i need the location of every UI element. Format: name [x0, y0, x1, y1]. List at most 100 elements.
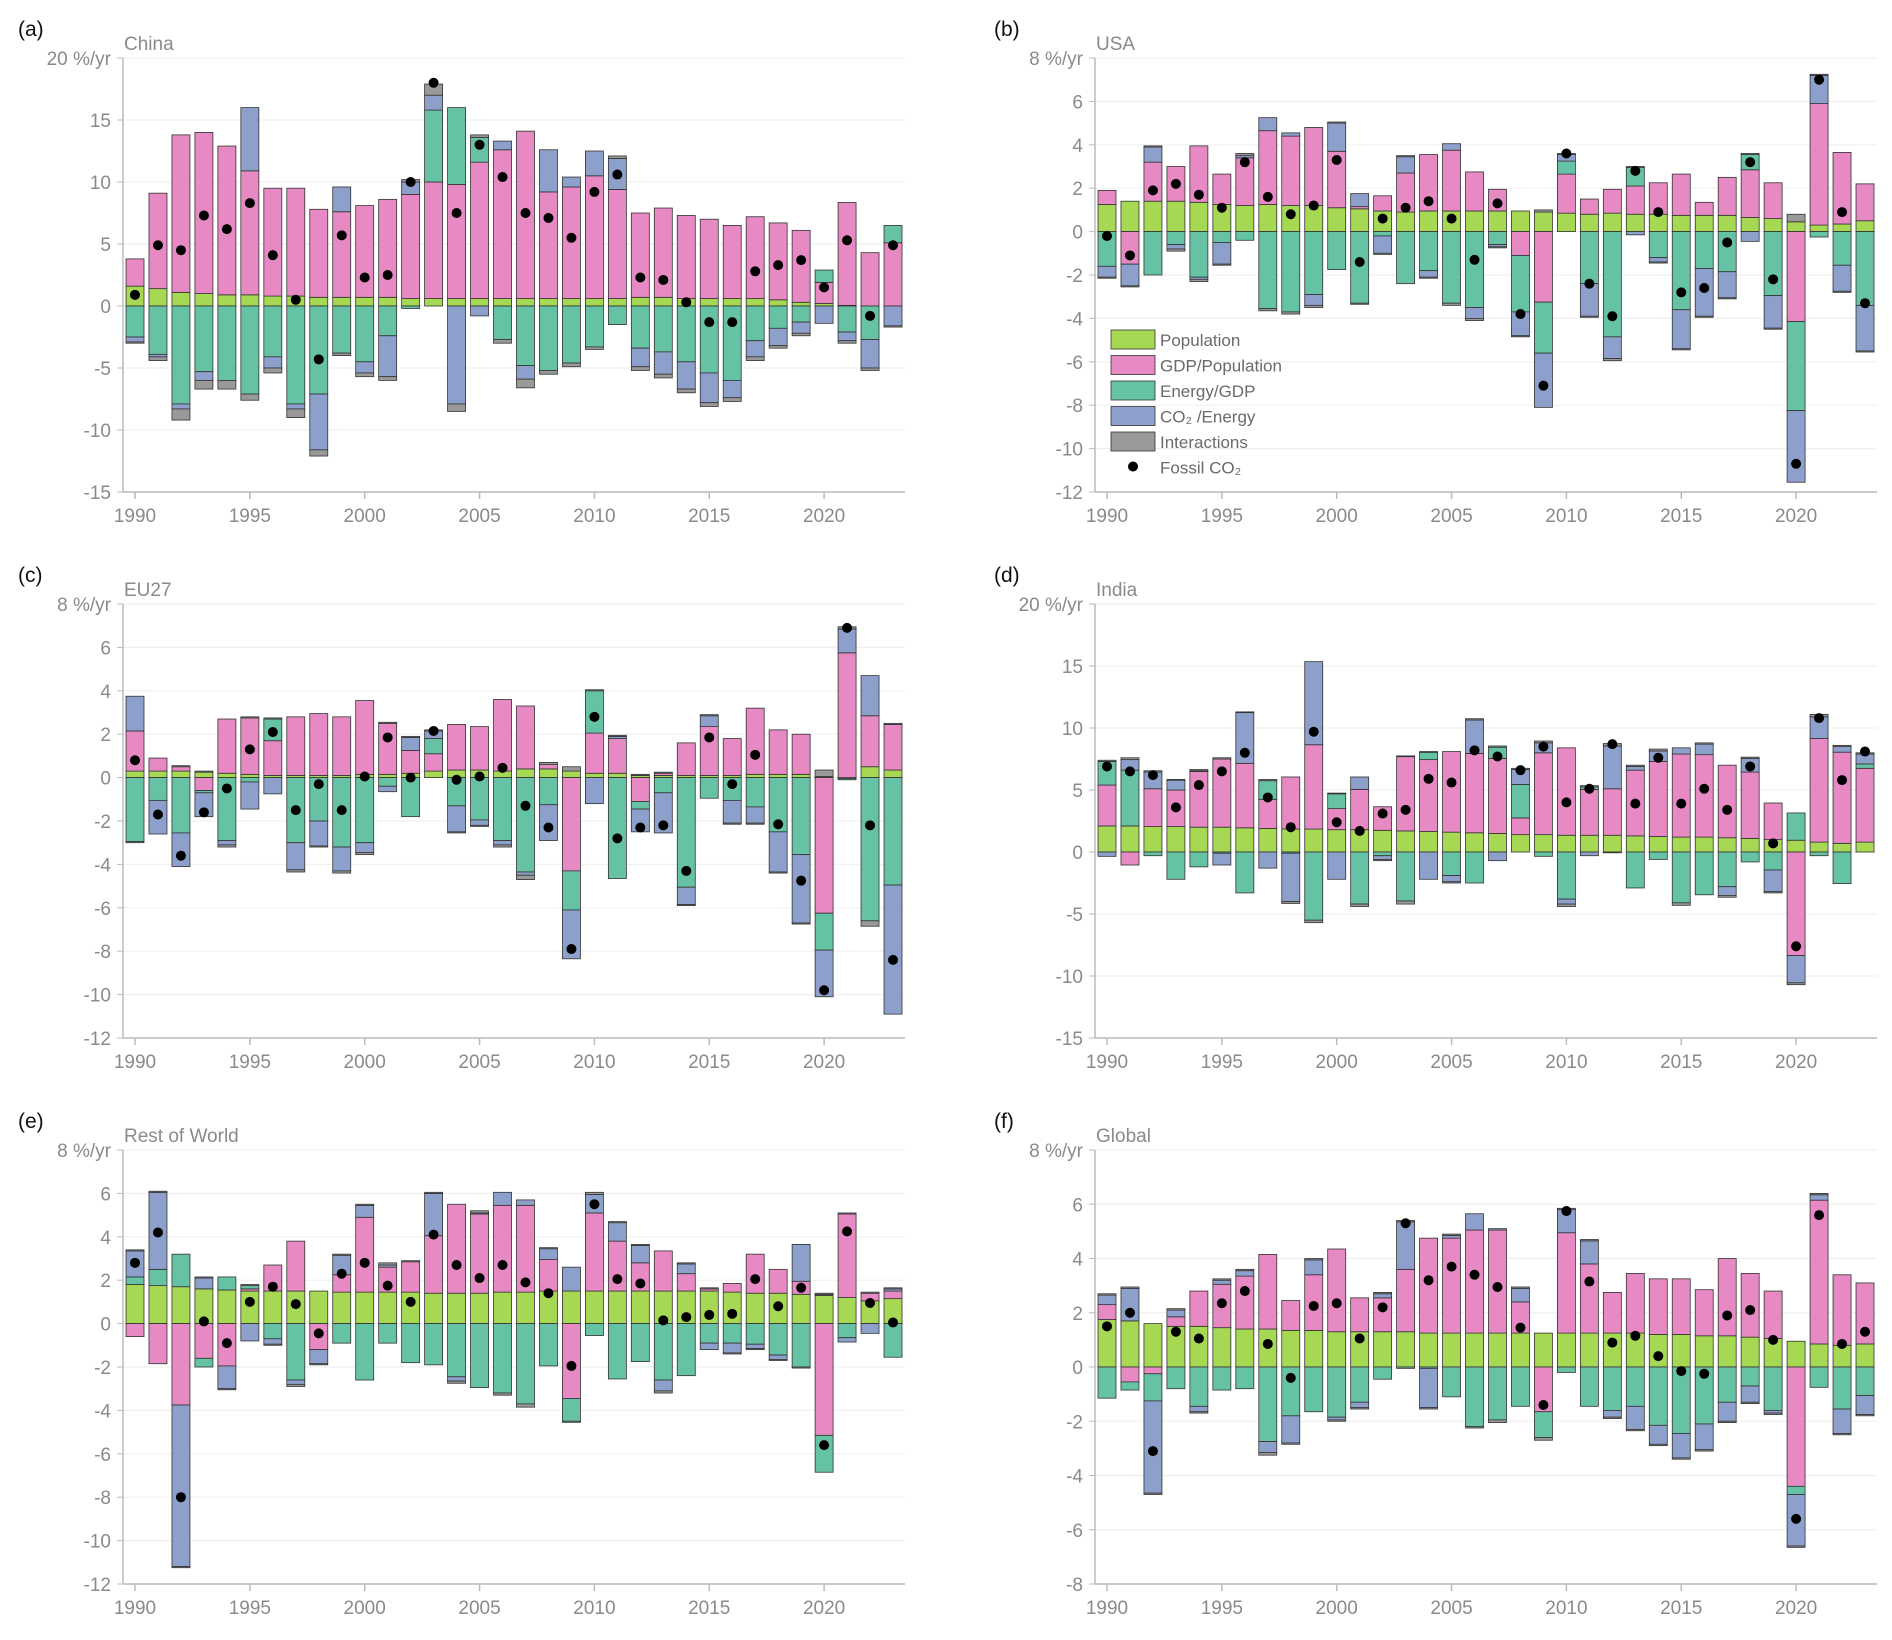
fossil-co2-dot-2013: [658, 820, 669, 831]
bar-inter-2016: [722, 822, 742, 825]
fossil-co2-dot-2017: [750, 1274, 761, 1285]
bar-co2-2020: [814, 305, 834, 324]
bar-pop-2007: [1488, 1332, 1507, 1368]
bar-energy-2000: [1327, 793, 1347, 809]
fossil-co2-dot-2022: [1837, 775, 1848, 786]
fossil-co2-dot-2020: [819, 282, 830, 293]
bar-inter-2011: [1579, 1239, 1599, 1242]
bar-energy-2000: [355, 1323, 375, 1381]
bar-energy-2009: [562, 1398, 581, 1422]
bar-co2-2017: [745, 1343, 765, 1349]
bar-gdp-2001: [378, 722, 398, 775]
bar-gdp-1992: [1143, 1366, 1163, 1375]
x-tick-label: 1990: [1086, 1598, 1128, 1619]
bar-inter-2017: [745, 822, 765, 825]
bar-inter-2006: [1465, 718, 1484, 721]
bar-inter-1996: [1235, 1268, 1255, 1272]
bar-energy-1990: [1097, 1366, 1117, 1399]
bar-pop-2017: [1717, 214, 1737, 232]
bar-energy-2021: [837, 1323, 857, 1339]
bar-gdp-1992: [171, 134, 191, 293]
y-tick-label: 2: [100, 1271, 111, 1292]
bar-inter-2020: [1786, 213, 1806, 223]
bar-inter-2022: [860, 920, 880, 927]
y-tick-label: -8: [1066, 1575, 1083, 1596]
bar-inter-2009: [1534, 209, 1553, 213]
bar-pop-2013: [1625, 213, 1645, 233]
bar-inter-2018: [1740, 756, 1760, 759]
fossil-co2-dot-2003: [428, 725, 439, 736]
bar-co2-2000: [1327, 122, 1347, 152]
bar-pop-2010: [1557, 212, 1576, 232]
bar-inter-2000: [355, 852, 375, 856]
fossil-co2-dot-2002: [1377, 808, 1388, 819]
bar-pop-2004: [1419, 831, 1438, 853]
bar-gdp-2016: [1694, 1289, 1714, 1337]
bar-co2-2010: [585, 150, 604, 177]
bar-gdp-1994: [217, 718, 237, 774]
bar-co2-2008: [539, 1248, 558, 1260]
bar-co2-1997: [286, 842, 306, 871]
bar-inter-2005: [1442, 1233, 1461, 1236]
bar-energy-2012: [630, 1323, 650, 1362]
bar-co2-2021: [837, 1337, 857, 1343]
bar-gdp-2014: [676, 742, 696, 776]
y-tick-label: -15: [84, 483, 111, 504]
bar-pop-2020: [1786, 1340, 1806, 1368]
fossil-co2-dot-2020: [819, 1440, 830, 1451]
bar-gdp-2017: [745, 216, 765, 299]
x-tick-label: 1995: [1201, 1598, 1243, 1619]
bar-co2-1992: [171, 832, 191, 867]
fossil-co2-dot-2015: [704, 317, 715, 328]
y-tick-label: -2: [1066, 1412, 1083, 1433]
x-tick-label: 1995: [229, 1052, 271, 1073]
bar-co2-2009: [562, 176, 581, 188]
bar-inter-2008: [1511, 1286, 1530, 1289]
fossil-co2-dot-1992: [175, 1492, 186, 1503]
fossil-co2-dot-2022: [865, 1297, 876, 1308]
bar-inter-2004: [1419, 276, 1438, 279]
bar-co2-2015: [699, 1342, 719, 1351]
y-tick-label: 0: [100, 1315, 111, 1336]
bar-gdp-2018: [1740, 169, 1760, 218]
bar-pop-2012: [630, 296, 650, 307]
fossil-co2-dot-2018: [1745, 1305, 1756, 1316]
bar-energy-2000: [1327, 231, 1347, 270]
bar-pop-1992: [1143, 1323, 1163, 1368]
bar-gdp-2011: [1579, 788, 1599, 836]
fossil-co2-dot-2012: [635, 1278, 646, 1289]
bar-inter-1991: [1120, 1286, 1140, 1289]
bar-energy-2002: [401, 777, 421, 818]
bar-gdp-2021: [837, 202, 857, 306]
bar-pop-2018: [1740, 837, 1760, 853]
bar-energy-2021: [1809, 851, 1829, 857]
bar-co2-2013: [1625, 231, 1645, 236]
bar-pop-2016: [1694, 214, 1714, 232]
bar-pop-2010: [585, 772, 604, 779]
y-tick-label: -6: [1066, 353, 1083, 374]
bar-energy-1993: [1166, 231, 1186, 246]
fossil-co2-dot-2000: [1331, 817, 1342, 828]
legend-dot-fossil: [1128, 461, 1138, 472]
fossil-co2-dot-2012: [1607, 739, 1618, 750]
bar-co2-2023: [883, 884, 903, 1015]
fossil-co2-dot-2001: [1354, 256, 1365, 267]
bar-pop-2000: [1327, 829, 1347, 853]
bar-pop-1990: [1097, 825, 1117, 853]
bar-co2-1997: [286, 403, 306, 410]
bar-co2-2020: [1786, 410, 1806, 483]
bar-co2-1992: [171, 1404, 191, 1568]
legend: Population GDP/Population Energy/GDP CO₂ /E…: [1110, 329, 1282, 478]
fossil-co2-dot-2006: [1469, 1269, 1480, 1280]
bar-inter-2004: [447, 1380, 466, 1384]
bar-pop-1997: [1258, 828, 1278, 853]
bar-gdp-2020: [1786, 231, 1806, 323]
bar-pop-2005: [1442, 831, 1461, 853]
bar-gdp-2017: [1717, 1258, 1737, 1337]
x-tick-label: 2005: [458, 506, 500, 527]
bar-gdp-2002: [401, 193, 421, 299]
fossil-co2-dot-1991: [152, 1227, 163, 1238]
bar-energy-2015: [699, 1323, 719, 1344]
bar-co2-2023: [1855, 304, 1875, 352]
bar-gdp-1996: [1235, 1275, 1255, 1330]
